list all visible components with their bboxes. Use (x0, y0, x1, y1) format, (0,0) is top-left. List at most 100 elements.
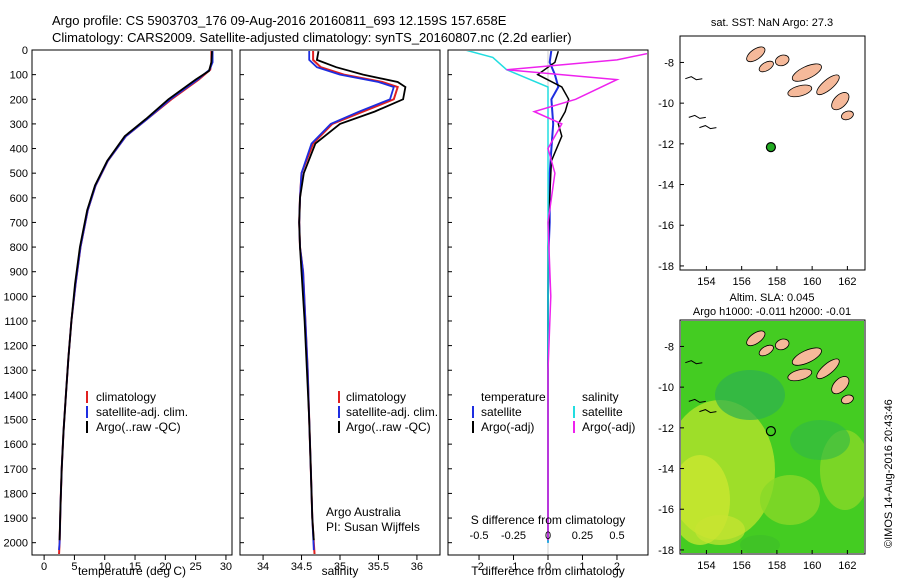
depth-tick-label: 1200 (4, 341, 28, 353)
legend-label-climatology: climatology (346, 390, 406, 404)
map-x-tick-label: 156 (732, 560, 750, 572)
map-x-tick-label: 158 (768, 560, 786, 572)
depth-tick-label: 1700 (4, 464, 28, 476)
depth-tick-label: 1100 (4, 316, 28, 328)
x-tick-label: 1 (579, 561, 585, 573)
x-tick-label: 20 (159, 561, 171, 573)
pi-label: PI: Susan Wijffels (326, 520, 420, 534)
depth-tick-label: 500 (10, 168, 28, 180)
reef-outline (685, 360, 703, 365)
depth-tick-label: 600 (10, 193, 28, 205)
legend-label-t-satellite: satellite (481, 405, 522, 419)
depth-tick-label: 1400 (4, 390, 28, 402)
reef-outline (688, 114, 706, 119)
x-tick-label: 30 (220, 561, 232, 573)
x2-tick-label: 0.5 (609, 530, 624, 542)
series-line-argo-raw-qc- (58, 51, 213, 541)
island-shape (816, 358, 840, 380)
depth-tick-label: 1800 (4, 488, 28, 500)
legend-label-argo: Argo(..raw -QC) (346, 420, 431, 434)
island-shape (816, 74, 840, 96)
map-y-tick-label: -14 (658, 180, 674, 192)
depth-tick-label: 100 (10, 70, 28, 82)
reef-outline (699, 409, 717, 414)
profile-title: Argo profile: CS 5903703_176 09-Aug-2016… (52, 13, 507, 28)
x2-tick-label: -0.5 (470, 530, 489, 542)
t-difference-xlabel: T difference from climatology (471, 564, 625, 578)
depth-tick-label: 0 (22, 45, 28, 57)
legend-heading-temperature: temperature (481, 390, 546, 404)
temperature-xlabel: temperature (deg C) (78, 564, 186, 578)
sla-heatmap (681, 321, 864, 553)
island-shape (841, 110, 854, 121)
island-shape (746, 46, 766, 63)
series-line-satellite-adj-clim- (58, 51, 214, 551)
island-shape (758, 60, 774, 73)
island-shape (787, 84, 813, 98)
temperature-legend: climatology satellite-adj. clim. Argo(..… (86, 390, 188, 434)
depth-tick-label: 2000 (4, 538, 28, 550)
x-tick-label: 34 (257, 561, 269, 573)
argo-australia-label: Argo Australia (326, 505, 401, 519)
map-y-tick-label: -10 (658, 98, 674, 110)
island-shape (831, 376, 850, 395)
map-x-tick-label: 156 (732, 276, 750, 288)
legend-label-climatology: climatology (96, 390, 156, 404)
x-tick-label: -2 (474, 561, 484, 573)
x-tick-label: 10 (99, 561, 111, 573)
map-x-tick-label: 162 (838, 276, 856, 288)
argo-float-marker (765, 142, 777, 153)
depth-tick-label: 400 (10, 144, 28, 156)
map-x-tick-label: 160 (803, 560, 821, 572)
x-tick-label: 0 (545, 561, 551, 573)
series-line-climatology (58, 51, 213, 554)
depth-tick-label: 1300 (4, 365, 28, 377)
argo-float-marker (765, 426, 777, 437)
map-y-tick-label: -16 (658, 504, 674, 516)
map-x-tick-label: 158 (768, 276, 786, 288)
series-line-salinity-argo-adj- (506, 52, 647, 541)
legend-label-satellite: satellite-adj. clim. (346, 405, 438, 419)
map-x-tick-label: 160 (803, 276, 821, 288)
series-line-satellite-adj-clim- (298, 51, 395, 551)
island-shape (831, 92, 850, 111)
x-tick-label: 35 (334, 561, 346, 573)
series-line-climatology (298, 51, 399, 554)
sst-map-panel (679, 35, 866, 271)
map-y-tick-label: -16 (658, 220, 674, 232)
sla-map-title: Altim. SLA: 0.045 (730, 292, 815, 304)
legend-label-s-argo: Argo(-adj) (582, 420, 635, 434)
island-shape (774, 338, 790, 351)
x-tick-label: 15 (129, 561, 141, 573)
x-tick-label: 5 (71, 561, 77, 573)
island-shape (746, 330, 766, 347)
salinity-legend: climatology satellite-adj. clim. Argo(..… (338, 390, 438, 434)
island-shape (791, 63, 822, 82)
x-tick-label: -1 (509, 561, 519, 573)
sla-map-subtitle: Argo h1000: -0.011 h2000: -0.01 (693, 306, 851, 318)
island-shape (791, 347, 822, 366)
imos-credit: ©IMOS 14-Aug-2016 20:43:46 (883, 399, 895, 548)
map-y-tick-label: -12 (658, 423, 674, 435)
legend-label-argo: Argo(..raw -QC) (96, 420, 181, 434)
sst-map-title: sat. SST: NaN Argo: 27.3 (711, 17, 833, 29)
temperature-panel (31, 49, 233, 556)
map-x-tick-label: 162 (838, 560, 856, 572)
legend-label-satellite: satellite-adj. clim. (96, 405, 188, 419)
reef-outline (685, 76, 703, 81)
x2-tick-label: 0 (545, 530, 551, 542)
depth-tick-label: 300 (10, 119, 28, 131)
x2-tick-label: 0.25 (572, 530, 593, 542)
map-y-tick-label: -18 (658, 261, 674, 273)
x2-tick-label: -0.25 (501, 530, 526, 542)
map-x-tick-label: 154 (697, 276, 715, 288)
depth-tick-label: 800 (10, 242, 28, 254)
map-y-tick-label: -18 (658, 545, 674, 557)
map-y-tick-label: -12 (658, 139, 674, 151)
depth-tick-label: 1900 (4, 513, 28, 525)
climatology-title: Climatology: CARS2009. Satellite-adjuste… (52, 30, 572, 45)
legend-label-t-argo: Argo(-adj) (481, 420, 534, 434)
difference-legend: temperature satellite Argo(-adj) salinit… (472, 390, 635, 434)
map-y-tick-label: -10 (658, 382, 674, 394)
